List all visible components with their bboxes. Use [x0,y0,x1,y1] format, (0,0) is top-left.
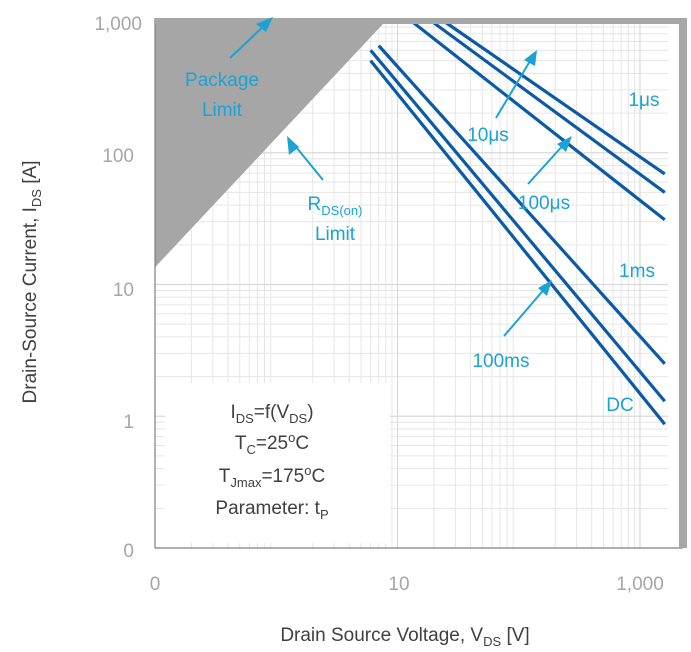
series-line-100ms [369,49,666,403]
rdson-package-limit-area [155,21,386,268]
y-tick-10: 10 [113,280,134,301]
series-line-1ms [377,44,666,365]
y-tick-1: 1 [123,412,134,433]
rdson-label-line2: Limit [315,224,356,245]
label-10us: 10μs [467,125,509,146]
y-axis-title: Drain-Source Current, IDS [A] [20,161,44,404]
x-tick-0: 0 [150,574,161,595]
y-tick-100: 100 [102,146,134,167]
condition-tjmax: TJmax=175oC [219,463,325,490]
package-label-line2: Limit [202,100,243,121]
series-line-dc [369,59,666,426]
condition-parameter: Parameter: tP [215,498,328,522]
series-line-100us [410,19,666,222]
x-tick-10: 10 [388,574,409,595]
arrow-100us-head-icon [557,136,572,152]
arrow-10us-head-icon [524,50,537,66]
label-1ms: 1ms [619,261,655,282]
condition-ids: IDS=f(VDS) [230,402,313,426]
x-tick-1000: 1,000 [616,574,664,595]
condition-tc: TC=25oC [235,430,309,457]
x-axis-title: Drain Source Voltage, VDS [V] [280,625,529,649]
rdson-arrowhead-icon [287,136,299,155]
rdson-label-line1: RDS(on) [308,194,363,218]
arrow-100ms-head-icon [538,280,552,296]
arrow-100us [527,141,567,185]
package-arrowhead-icon [256,17,273,32]
y-tick-1000: 1,000 [94,14,142,35]
series-line-10us [430,19,666,194]
arrow-100ms [503,285,548,337]
series-line-1us [442,19,666,176]
conditions-box [165,383,390,543]
label-dc: DC [606,395,633,416]
label-100us: 100μs [518,193,570,214]
package-label-line1: Package [185,70,259,91]
y-tick-0: 0 [123,541,134,562]
label-100ms: 100ms [472,351,529,372]
label-1us: 1μs [628,90,659,111]
arrow-10us [495,55,534,119]
series-group [369,19,666,426]
